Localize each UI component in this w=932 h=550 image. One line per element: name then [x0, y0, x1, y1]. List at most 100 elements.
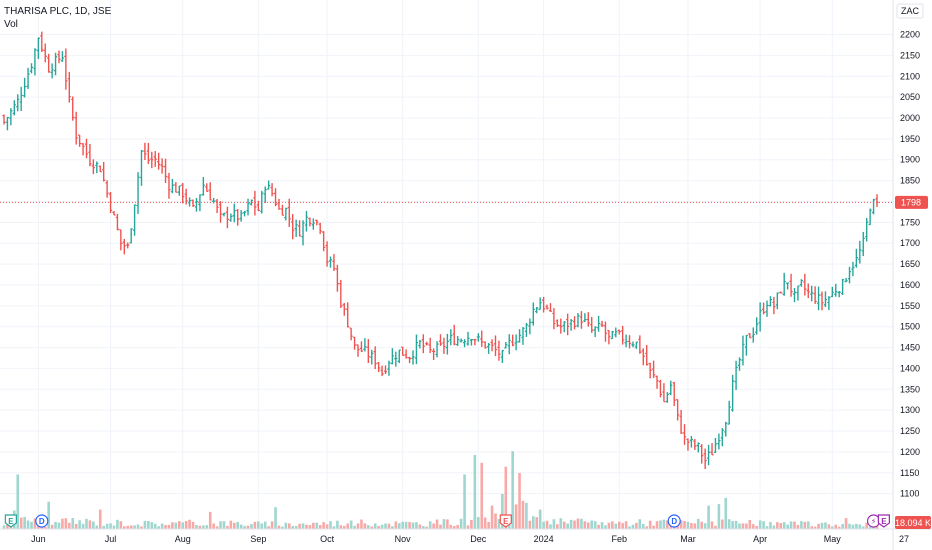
ohlc-bar [662, 383, 666, 403]
volume-bar [356, 523, 360, 529]
volume-legend[interactable]: Vol [4, 19, 18, 30]
price-tick-label: 1100 [900, 489, 919, 499]
volume-bar [518, 472, 521, 529]
volume-bar [284, 522, 288, 529]
ohlc-bar [418, 339, 422, 349]
ohlc-bar [33, 48, 37, 76]
earnings-marker-icon[interactable]: E [499, 514, 512, 528]
volume-bar [641, 523, 645, 529]
volume-bar [793, 521, 796, 529]
ohlc-bar [115, 213, 120, 231]
ohlc-bar [411, 350, 415, 365]
price-tick-label: 2100 [900, 71, 920, 81]
volume-bar [473, 455, 477, 529]
split-marker-icon[interactable]: ⚡ [866, 514, 881, 528]
volume-bar [71, 518, 75, 529]
volume-bar [312, 522, 315, 529]
volume-bar [119, 521, 123, 529]
ohlc-bar [88, 144, 92, 167]
volume-bar [432, 523, 435, 529]
volume-bar [43, 526, 47, 529]
earnings-marker-icon[interactable]: E [877, 514, 890, 528]
volume-bar [122, 526, 126, 529]
ohlc-bar [270, 183, 274, 197]
symbol-title[interactable]: THARISA PLC, 1D, JSE [4, 6, 112, 17]
grid-lines [0, 0, 893, 529]
volume-bar [769, 522, 772, 529]
volume-bar [384, 523, 387, 529]
ohlc-bar [78, 134, 82, 147]
ohlc-bar [792, 288, 797, 303]
volume-bar [696, 518, 700, 529]
volume-bar [253, 521, 257, 529]
ohlc-bar [672, 381, 676, 407]
ohlc-bar [548, 303, 553, 312]
volume-bar [243, 525, 246, 529]
volume-bar [219, 521, 222, 529]
time-tick-label: 2024 [534, 534, 554, 544]
volume-bar [831, 526, 834, 529]
ohlc-bar [67, 71, 71, 103]
volume-bar [140, 526, 143, 529]
ohlc-bar [638, 335, 642, 354]
ohlc-bar [786, 282, 790, 290]
volume-bar [648, 520, 652, 529]
volume-bar [263, 521, 267, 529]
volume-bar [690, 523, 693, 529]
volume-bar [504, 466, 508, 529]
volume-bar [336, 520, 339, 529]
price-tick-label: 1150 [900, 468, 919, 478]
ohlc-bar [517, 329, 522, 343]
ohlc-bar [590, 316, 594, 333]
ohlc-bar [5, 116, 10, 131]
volume-bar [803, 521, 807, 529]
ohlc-bar [108, 191, 113, 214]
volume-bar [611, 521, 614, 529]
ohlc-bar [528, 318, 532, 335]
volume-bar [377, 525, 380, 529]
price-tick-label: 1500 [900, 322, 920, 332]
volume-bar [583, 521, 587, 529]
ohlc-bar [603, 321, 608, 342]
volume-bar [586, 522, 590, 529]
ohlc-bar [12, 100, 16, 116]
volume-bar [714, 525, 717, 529]
currency-badge[interactable]: ZAC [896, 3, 924, 19]
volume-bar [129, 525, 133, 529]
volume-bar [191, 521, 195, 529]
dividend-marker-icon[interactable]: D [35, 514, 49, 528]
dividend-marker-icon[interactable]: D [667, 514, 681, 528]
volume-bar [57, 522, 61, 529]
price-axis[interactable]: 2200215021002050200019501900185018001750… [900, 30, 920, 499]
price-tick-label: 1300 [900, 405, 920, 415]
ohlc-bar [676, 399, 680, 421]
ohlc-bar [236, 209, 240, 226]
volume-bar [349, 520, 353, 529]
ohlc-bar [297, 220, 302, 237]
time-axis[interactable]: Jun Jul Aug Sep Oct Nov Dec 2024 Feb Mar Apr May 27 [31, 534, 909, 544]
ohlc-bar [480, 330, 484, 347]
ohlc-bar [2, 114, 6, 125]
volume-bar [250, 524, 253, 529]
volume-bar [322, 522, 325, 529]
ohlc-bar [834, 283, 838, 297]
ohlc-bar [273, 188, 278, 207]
volume-bar [776, 522, 779, 529]
volume-bar [19, 517, 23, 529]
ohlc-bar [129, 228, 133, 244]
volume-bar [497, 519, 501, 529]
ohlc-bar [229, 213, 233, 222]
ohlc-bar [363, 338, 367, 352]
ohlc-bar [761, 302, 766, 315]
ohlc-bar [294, 219, 298, 238]
price-tick-label: 2200 [900, 30, 920, 40]
ohlc-bar [222, 212, 226, 217]
ohlc-bar [679, 410, 683, 434]
ohlc-bar [658, 379, 663, 398]
volume-bar [198, 525, 202, 529]
volume-bar [607, 522, 611, 529]
ohlc-bar [847, 266, 852, 284]
earnings-marker-icon[interactable]: E [4, 514, 17, 528]
ohlc-bar [476, 333, 480, 342]
